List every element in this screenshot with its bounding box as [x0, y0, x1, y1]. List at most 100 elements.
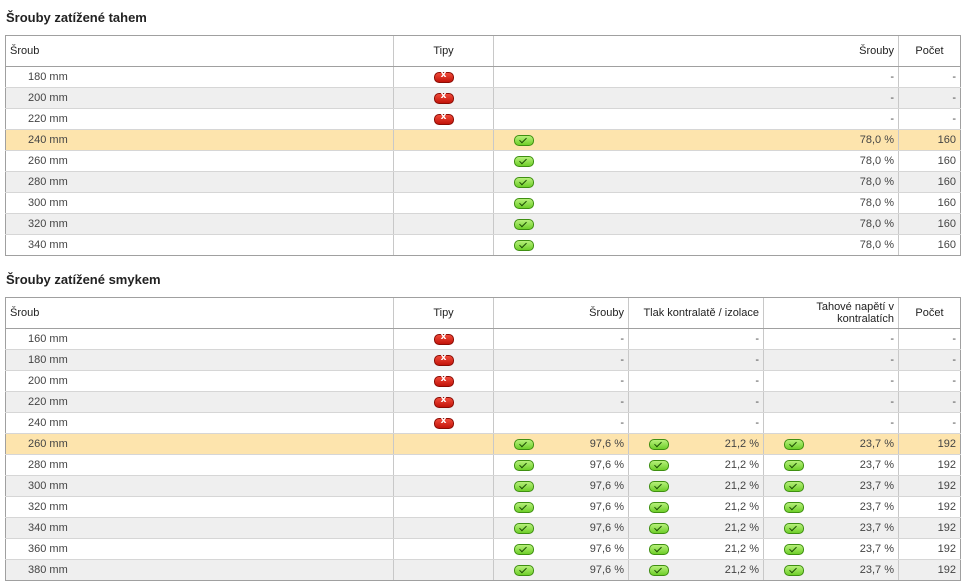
error-x-icon — [433, 70, 454, 83]
column-header-srub[interactable]: Šroub — [5, 35, 394, 67]
cell-content: 97,6 % — [498, 480, 624, 492]
check-icon — [784, 480, 804, 492]
cell-content: - — [498, 92, 894, 104]
table-row[interactable]: 200 mm---- — [5, 370, 961, 392]
cell-content: 23,7 % — [768, 459, 894, 471]
check-icon — [514, 480, 534, 492]
cell-pocet: - — [898, 412, 961, 434]
cell-content: 78,0 % — [498, 155, 894, 167]
cell-content: - — [498, 354, 624, 366]
column-header-pocet[interactable]: Počet — [898, 297, 961, 329]
cell-tlak: 21,2 % — [628, 538, 764, 560]
cell-tip — [393, 108, 494, 130]
check-icon — [649, 564, 669, 576]
cell-value-srouby: 78,0 % — [859, 134, 894, 146]
cell-tip — [393, 433, 494, 455]
cell-content: 78,0 % — [498, 176, 894, 188]
cell-value-tlak: - — [755, 333, 759, 345]
cell-pocet: - — [898, 328, 961, 350]
column-header-srouby[interactable]: Šrouby — [493, 35, 899, 67]
cell-srouby: - — [493, 370, 629, 392]
cell-srouby: - — [493, 87, 899, 109]
table-row[interactable]: 220 mm -- — [5, 108, 961, 130]
column-header-tlak[interactable]: Tlak kontralatě / izolace — [628, 297, 764, 329]
cell-tip — [393, 559, 494, 581]
cell-value-srouby: - — [620, 333, 624, 345]
table-row[interactable]: 240 mm 78,0 % 160 — [5, 129, 961, 151]
check-icon — [514, 522, 534, 534]
column-header-tahove[interactable]: Tahové napětí v kontralatích — [763, 297, 899, 329]
check-icon — [649, 501, 669, 513]
column-header-pocet[interactable]: Počet — [898, 35, 961, 67]
cell-size: 300 mm — [5, 475, 394, 497]
cell-value-tlak: - — [755, 354, 759, 366]
column-header-tipy[interactable]: Tipy — [393, 35, 494, 67]
cell-tip — [393, 87, 494, 109]
check-icon — [514, 543, 534, 555]
table-row[interactable]: 320 mm 78,0 % 160 — [5, 213, 961, 235]
shear-section-title: Šrouby zatížené smykem — [6, 272, 161, 287]
cell-srouby: - — [493, 412, 629, 434]
table-row[interactable]: 300 mm 78,0 % 160 — [5, 192, 961, 214]
cell-value-srouby: - — [890, 113, 894, 125]
table-row[interactable]: 320 mm 97,6 % 21,2 % 23,7 % 192 — [5, 496, 961, 518]
cell-value-srouby: 78,0 % — [859, 218, 894, 230]
cell-content: 21,2 % — [633, 522, 759, 534]
table-row[interactable]: 280 mm 78,0 % 160 — [5, 171, 961, 193]
cell-content: - — [498, 417, 624, 429]
column-header-tipy[interactable]: Tipy — [393, 297, 494, 329]
cell-pocet: - — [898, 370, 961, 392]
check-icon — [784, 459, 804, 471]
cell-value-tlak: 21,2 % — [724, 480, 759, 492]
check-icon — [514, 564, 534, 576]
cell-content: 21,2 % — [633, 438, 759, 450]
cell-tip — [393, 496, 494, 518]
cell-pocet: 160 — [898, 192, 961, 214]
cell-content: 21,2 % — [633, 543, 759, 555]
table-row[interactable]: 340 mm 78,0 % 160 — [5, 234, 961, 256]
table-row[interactable]: 300 mm 97,6 % 21,2 % 23,7 % 192 — [5, 475, 961, 497]
cell-pocet: 192 — [898, 433, 961, 455]
cell-tahove: 23,7 % — [763, 496, 899, 518]
table-row[interactable]: 240 mm---- — [5, 412, 961, 434]
table-row[interactable]: 260 mm 97,6 % 21,2 % 23,7 % 192 — [5, 433, 961, 455]
check-icon — [514, 239, 534, 251]
cell-pocet: - — [898, 87, 961, 109]
cell-content: 23,7 % — [768, 501, 894, 513]
table-row[interactable]: 220 mm---- — [5, 391, 961, 413]
cell-value-srouby: 78,0 % — [859, 155, 894, 167]
table-row[interactable]: 260 mm 78,0 % 160 — [5, 150, 961, 172]
table-row[interactable]: 200 mm -- — [5, 87, 961, 109]
cell-srouby: - — [493, 391, 629, 413]
column-header-srub[interactable]: Šroub — [5, 297, 394, 329]
table-row[interactable]: 180 mm---- — [5, 349, 961, 371]
column-header-srouby[interactable]: Šrouby — [493, 297, 629, 329]
table-row[interactable]: 360 mm 97,6 % 21,2 % 23,7 % 192 — [5, 538, 961, 560]
table-row[interactable]: 340 mm 97,6 % 21,2 % 23,7 % 192 — [5, 517, 961, 539]
cell-tahove: 23,7 % — [763, 517, 899, 539]
cell-value-tahove: - — [890, 333, 894, 345]
cell-content: 97,6 % — [498, 543, 624, 555]
error-x-icon — [433, 416, 454, 429]
table-row[interactable]: 160 mm---- — [5, 328, 961, 350]
error-x-icon — [433, 395, 454, 408]
table-row[interactable]: 380 mm 97,6 % 21,2 % 23,7 % 192 — [5, 559, 961, 581]
cell-content: 78,0 % — [498, 134, 894, 146]
check-icon — [784, 438, 804, 450]
cell-value-tlak: 21,2 % — [724, 438, 759, 450]
cell-value-srouby: 97,6 % — [589, 522, 624, 534]
check-icon — [514, 176, 534, 188]
cell-size: 220 mm — [5, 391, 394, 413]
check-icon — [784, 564, 804, 576]
check-icon — [649, 480, 669, 492]
check-icon — [514, 134, 534, 146]
cell-tip — [393, 171, 494, 193]
table-row[interactable]: 280 mm 97,6 % 21,2 % 23,7 % 192 — [5, 454, 961, 476]
cell-srouby: - — [493, 66, 899, 88]
cell-content: - — [768, 354, 894, 366]
cell-tahove: 23,7 % — [763, 559, 899, 581]
cell-value-tlak: - — [755, 417, 759, 429]
table-header-row: Šroub Tipy Šrouby Tlak kontralatě / izol… — [5, 297, 961, 329]
cell-size: 240 mm — [5, 412, 394, 434]
table-row[interactable]: 180 mm -- — [5, 66, 961, 88]
